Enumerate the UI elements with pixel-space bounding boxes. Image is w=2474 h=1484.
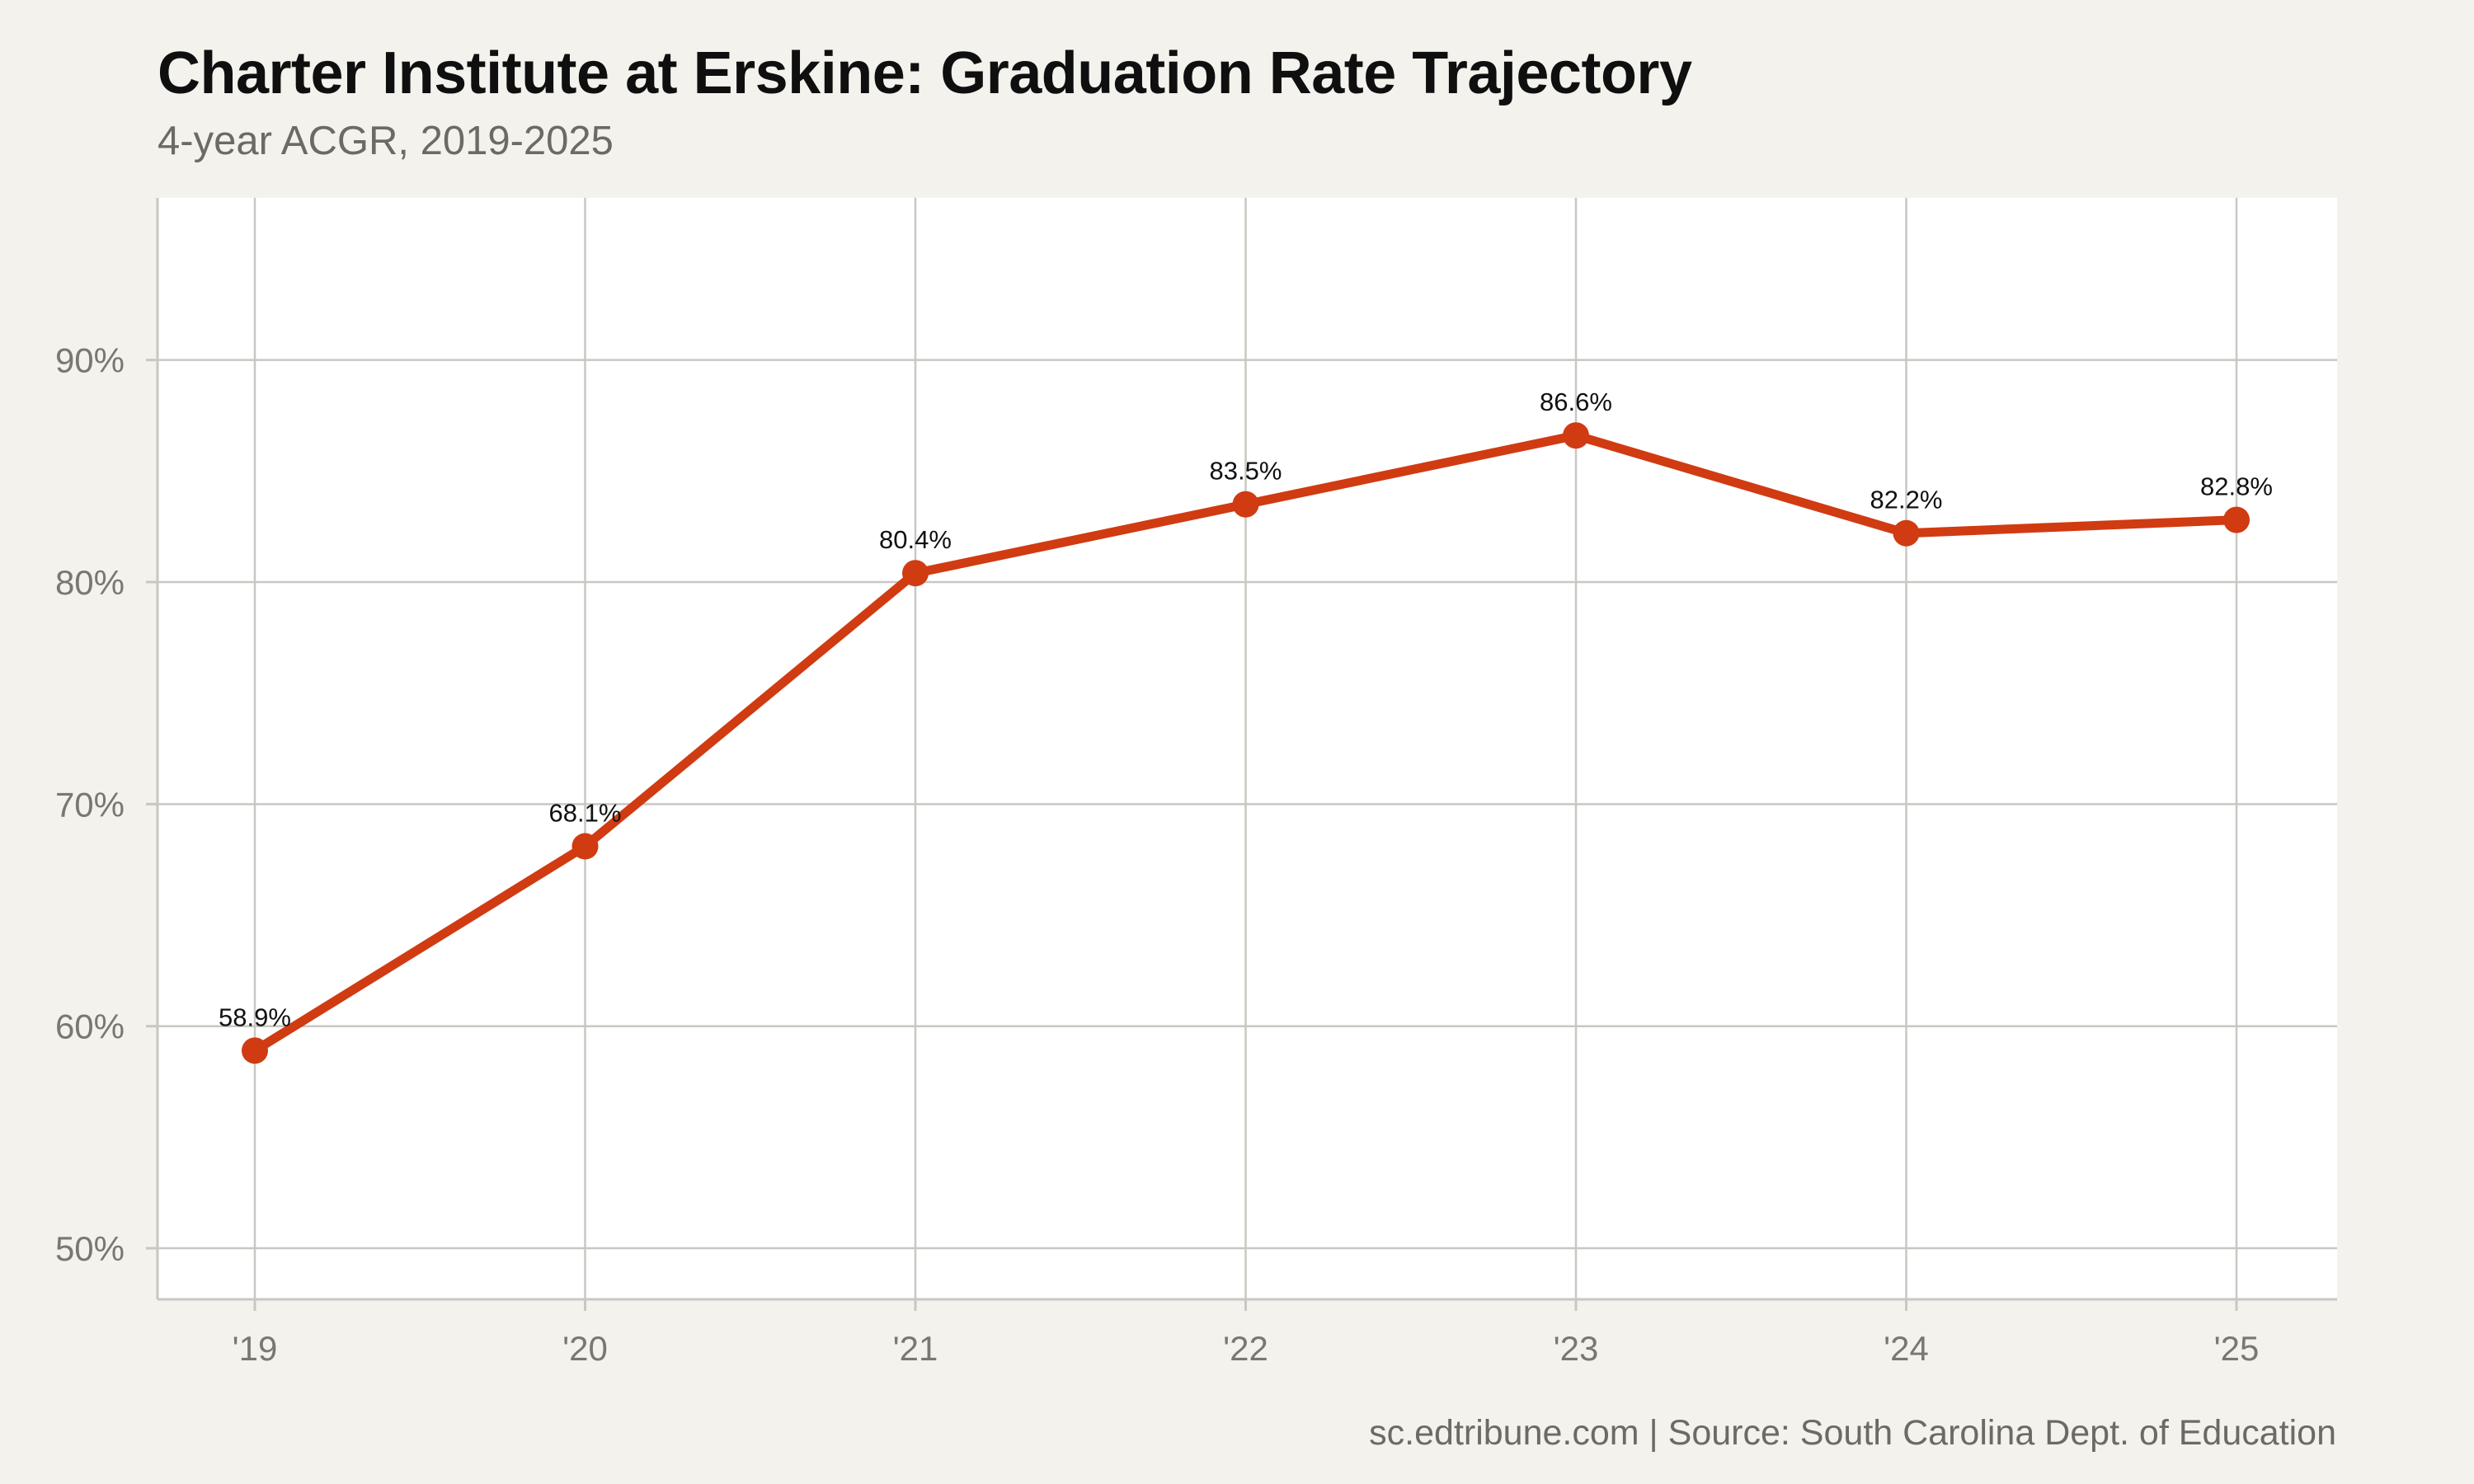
x-tick-label: '25	[2214, 1329, 2260, 1368]
data-label: 82.8%	[2200, 472, 2273, 501]
x-tick-label: '21	[893, 1329, 938, 1368]
chart-subtitle: 4-year ACGR, 2019-2025	[158, 119, 614, 163]
data-label: 58.9%	[219, 1003, 291, 1031]
data-point	[242, 1037, 268, 1064]
data-label: 68.1%	[549, 799, 622, 828]
x-tick-labels: '19 '20 '21 '22 '23 '24 '25	[233, 1329, 2260, 1368]
x-tick-label: '20	[562, 1329, 608, 1368]
y-tick-label: 80%	[55, 563, 125, 602]
source-caption: sc.edtribune.com | Source: South Carolin…	[1369, 1413, 2336, 1453]
x-tick-label: '19	[233, 1329, 278, 1368]
data-points	[242, 422, 2250, 1064]
data-point	[1893, 519, 1920, 547]
x-tick-label: '22	[1223, 1329, 1268, 1368]
data-point	[2223, 506, 2250, 533]
y-tick-label: 90%	[55, 341, 125, 380]
chart-title: Charter Institute at Erskine: Graduation…	[158, 40, 1692, 106]
y-tick-label: 50%	[55, 1229, 125, 1268]
axes	[156, 198, 2337, 1301]
x-tick-label: '23	[1554, 1329, 1599, 1368]
x-tick-label: '24	[1884, 1329, 1929, 1368]
data-label: 83.5%	[1210, 457, 1282, 486]
data-label: 82.2%	[1870, 486, 1943, 514]
plot-panel	[158, 198, 2337, 1299]
data-label: 86.6%	[1540, 387, 1612, 416]
data-point	[571, 833, 599, 860]
y-tick-label: 60%	[55, 1007, 125, 1046]
data-label: 80.4%	[879, 525, 952, 554]
grid-lines	[146, 198, 2337, 1311]
data-point	[1232, 491, 1259, 518]
data-point	[1563, 422, 1589, 449]
data-point	[902, 560, 929, 587]
data-labels: 58.9% 68.1% 80.4% 83.5% 86.6% 82.2% 82.8%	[219, 387, 2273, 1031]
y-tick-label: 70%	[55, 785, 125, 824]
y-tick-labels: 50% 60% 70% 80% 90%	[55, 341, 125, 1268]
